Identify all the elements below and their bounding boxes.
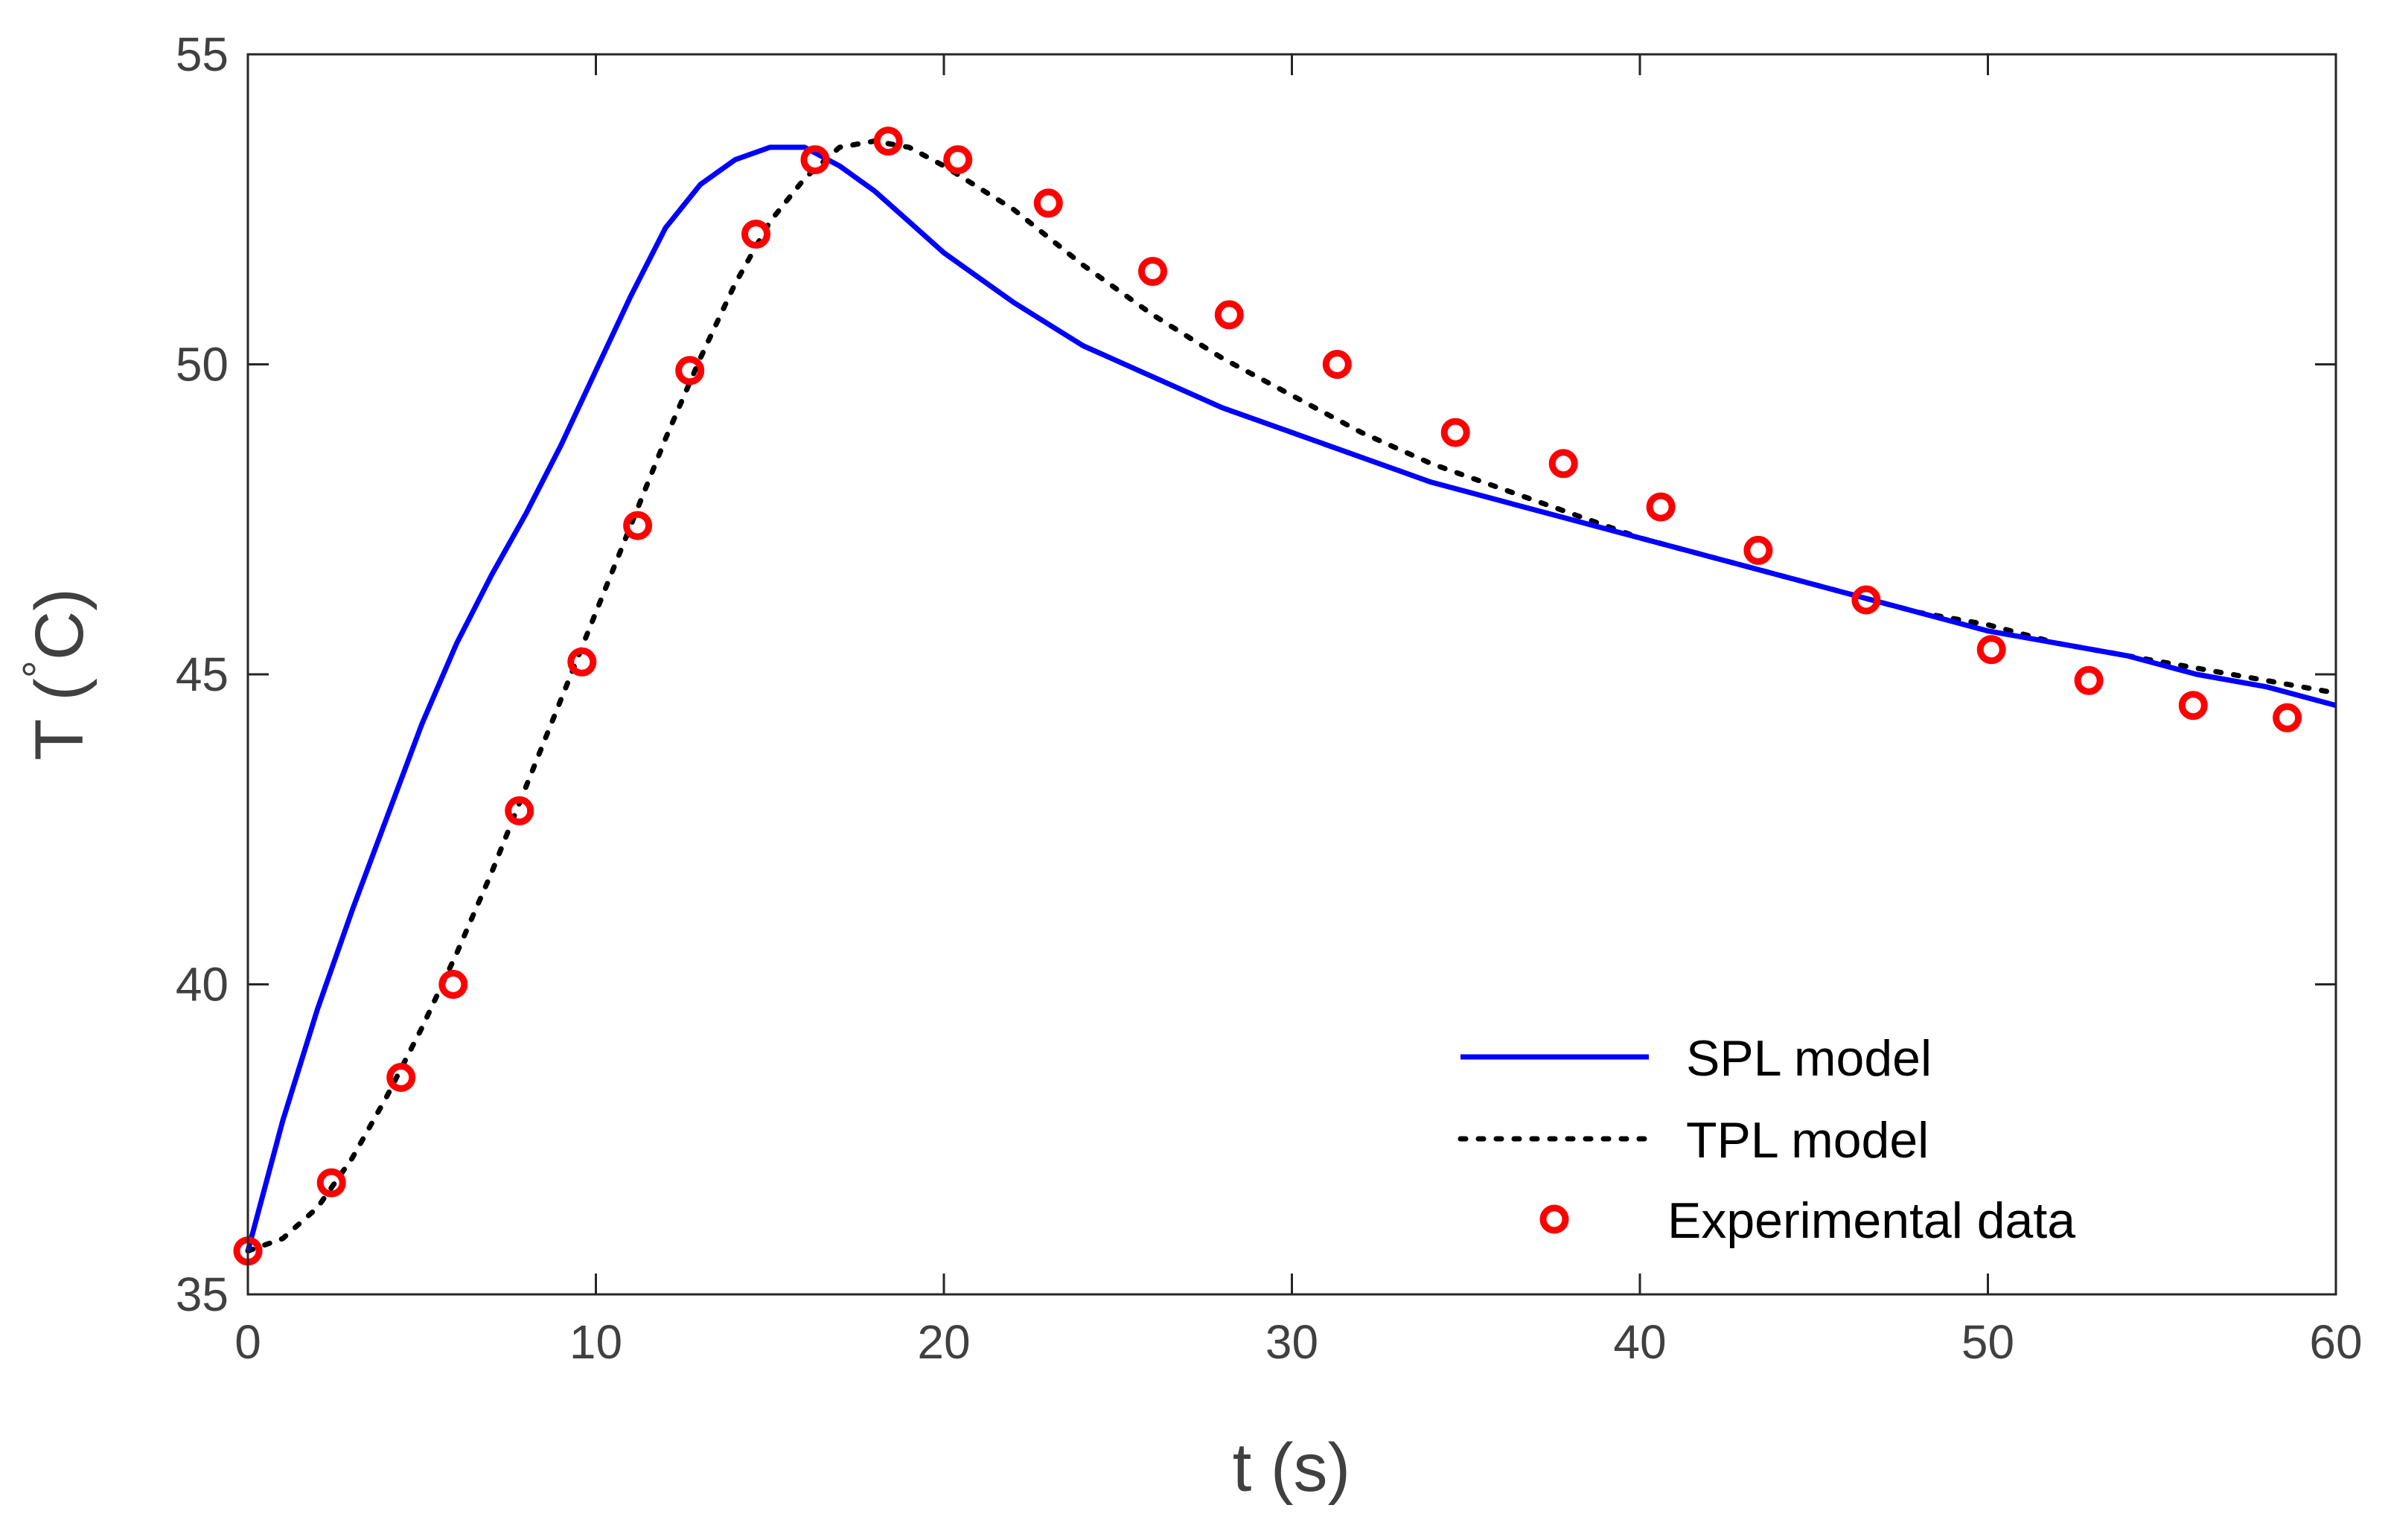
- x-axis-label: t (s): [1233, 1430, 1350, 1506]
- experimental-data-point: [1548, 449, 1578, 479]
- experimental-data-point: [1138, 257, 1167, 287]
- legend-marker-experimental: [1539, 1204, 1569, 1234]
- y-tick-label: 40: [176, 958, 229, 1012]
- legend-label-spl: SPL model: [1686, 1030, 1932, 1087]
- y-tick-label: 45: [176, 648, 229, 701]
- y-axis-label-unit: C): [22, 588, 98, 660]
- legend-label-experimental: Experimental data: [1667, 1192, 2075, 1249]
- x-tick-label: 10: [569, 1315, 622, 1369]
- experimental-data-point: [505, 796, 534, 825]
- experimental-data-point: [316, 1168, 346, 1198]
- experimental-data-point: [800, 145, 830, 175]
- experimental-data-point: [675, 356, 705, 386]
- experimental-data-point: [1646, 492, 1676, 522]
- experimental-data-point: [1214, 300, 1244, 330]
- experimental-data-point: [623, 511, 653, 540]
- experimental-data-point: [741, 220, 770, 249]
- experimental-data-point: [1322, 350, 1352, 379]
- experimental-data-point: [438, 970, 468, 999]
- y-tick-label: 35: [176, 1268, 229, 1321]
- plot-series: [233, 127, 2339, 1266]
- y-axis-label-main: T (: [22, 678, 98, 761]
- y-axis-label-degree: °: [14, 660, 64, 678]
- experimental-data-point: [1033, 188, 1063, 218]
- x-tick-label: 60: [2309, 1315, 2362, 1369]
- experimental-data-point: [1440, 418, 1470, 447]
- experimental-data-point: [2178, 691, 2208, 721]
- experimental-data-point: [1976, 635, 2006, 665]
- y-axis-label: T (°C): [14, 588, 98, 761]
- experimental-data-point: [943, 145, 973, 175]
- x-tick-label: 20: [917, 1315, 970, 1369]
- axis-ticks: 0 10 20 30 40 50 60 35 40 45 50 55: [176, 28, 2363, 1369]
- experimental-data-point: [2074, 665, 2104, 695]
- legend-label-tpl: TPL model: [1686, 1112, 1929, 1169]
- experimental-data-point: [1851, 585, 1881, 615]
- spl-model-line: [245, 144, 2337, 1252]
- experimental-data-point: [567, 647, 597, 677]
- x-tick-label: 0: [234, 1315, 261, 1369]
- experimental-data-point: [2273, 703, 2302, 732]
- x-tick-label: 40: [1613, 1315, 1666, 1369]
- y-tick-label: 55: [176, 28, 229, 81]
- x-tick-label: 30: [1265, 1315, 1318, 1369]
- experimental-data-point: [1743, 535, 1773, 565]
- legend: SPL model TPL model Experimental data: [1458, 1030, 2075, 1249]
- x-tick-label: 50: [1961, 1315, 2014, 1369]
- experimental-data-point: [873, 127, 903, 156]
- experimental-data-point: [386, 1063, 416, 1092]
- y-tick-label: 50: [176, 338, 229, 392]
